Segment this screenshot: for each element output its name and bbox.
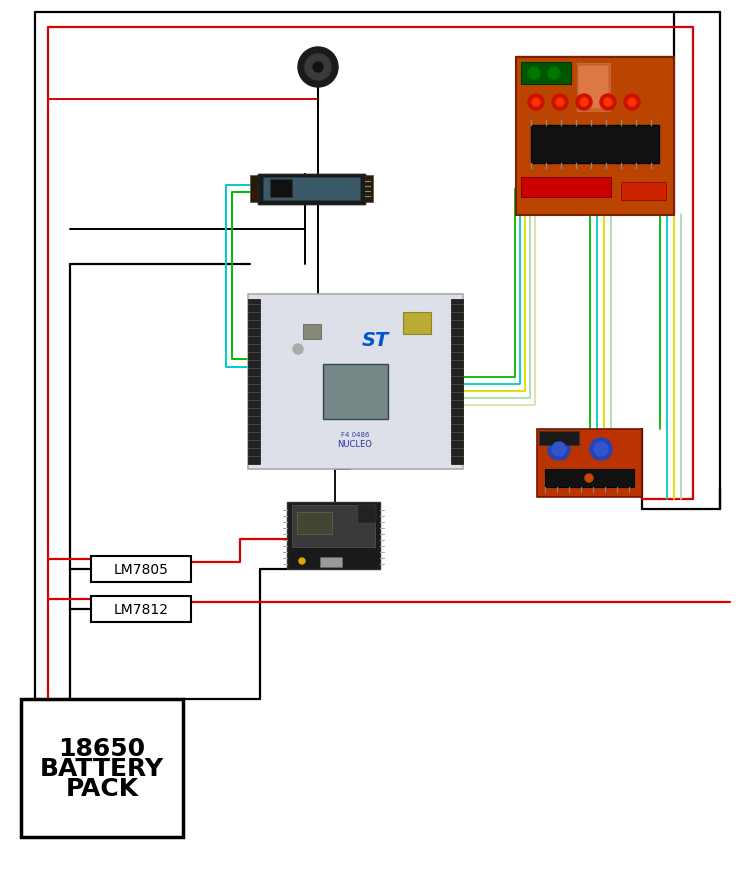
Circle shape xyxy=(298,48,338,88)
FancyBboxPatch shape xyxy=(578,66,609,109)
FancyBboxPatch shape xyxy=(250,176,373,202)
Circle shape xyxy=(624,95,640,111)
FancyBboxPatch shape xyxy=(516,58,674,216)
FancyBboxPatch shape xyxy=(545,469,634,488)
FancyBboxPatch shape xyxy=(531,126,659,164)
FancyBboxPatch shape xyxy=(537,429,642,497)
Circle shape xyxy=(552,95,568,111)
Circle shape xyxy=(548,439,570,461)
Text: LM7805: LM7805 xyxy=(113,562,169,576)
Text: NUCLEO: NUCLEO xyxy=(338,440,373,449)
Circle shape xyxy=(594,442,608,456)
FancyBboxPatch shape xyxy=(323,365,388,420)
Circle shape xyxy=(293,345,303,355)
Circle shape xyxy=(600,95,616,111)
Circle shape xyxy=(552,442,566,456)
FancyBboxPatch shape xyxy=(403,313,431,335)
Text: 18650: 18650 xyxy=(58,736,146,760)
FancyBboxPatch shape xyxy=(91,556,191,582)
FancyBboxPatch shape xyxy=(248,300,260,464)
Circle shape xyxy=(576,95,592,111)
Circle shape xyxy=(556,99,564,107)
FancyBboxPatch shape xyxy=(258,175,365,205)
Circle shape xyxy=(628,99,636,107)
FancyBboxPatch shape xyxy=(270,180,292,198)
FancyBboxPatch shape xyxy=(576,63,611,113)
Text: LM7812: LM7812 xyxy=(113,602,169,616)
Circle shape xyxy=(532,99,540,107)
Circle shape xyxy=(580,99,588,107)
FancyBboxPatch shape xyxy=(292,506,375,547)
FancyBboxPatch shape xyxy=(451,300,463,464)
FancyBboxPatch shape xyxy=(320,557,342,567)
Circle shape xyxy=(585,474,593,482)
Text: F4 0486: F4 0486 xyxy=(340,432,369,437)
FancyBboxPatch shape xyxy=(258,175,365,205)
Circle shape xyxy=(548,68,560,80)
FancyBboxPatch shape xyxy=(91,596,191,622)
Circle shape xyxy=(528,95,544,111)
Circle shape xyxy=(590,439,612,461)
FancyBboxPatch shape xyxy=(521,178,611,198)
FancyBboxPatch shape xyxy=(287,502,380,569)
FancyBboxPatch shape xyxy=(248,295,463,469)
Circle shape xyxy=(313,63,323,73)
Circle shape xyxy=(299,559,305,564)
FancyBboxPatch shape xyxy=(539,432,579,446)
Circle shape xyxy=(305,55,331,81)
Text: ST: ST xyxy=(362,330,388,349)
Circle shape xyxy=(604,99,612,107)
FancyBboxPatch shape xyxy=(263,178,360,201)
FancyBboxPatch shape xyxy=(297,513,332,534)
FancyBboxPatch shape xyxy=(303,325,321,340)
Circle shape xyxy=(528,68,540,80)
FancyBboxPatch shape xyxy=(621,182,666,201)
Text: PACK: PACK xyxy=(65,776,139,800)
FancyBboxPatch shape xyxy=(358,506,376,523)
FancyBboxPatch shape xyxy=(21,700,183,837)
Text: BATTERY: BATTERY xyxy=(40,756,164,780)
FancyBboxPatch shape xyxy=(521,63,571,85)
